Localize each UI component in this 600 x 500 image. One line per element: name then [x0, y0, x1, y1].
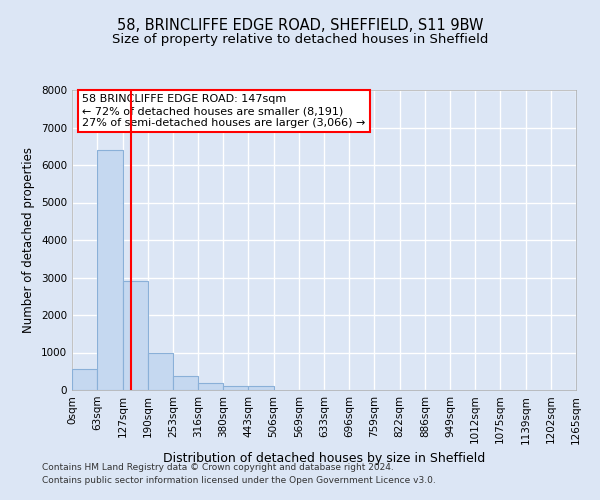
Bar	[97, 150, 122, 390]
Text: Contains HM Land Registry data © Crown copyright and database right 2024.: Contains HM Land Registry data © Crown c…	[42, 464, 394, 472]
Bar	[173, 376, 198, 390]
Bar	[223, 386, 248, 390]
Bar	[198, 384, 223, 390]
Bar	[72, 369, 97, 390]
Text: 58 BRINCLIFFE EDGE ROAD: 147sqm
← 72% of detached houses are smaller (8,191)
27%: 58 BRINCLIFFE EDGE ROAD: 147sqm ← 72% of…	[82, 94, 365, 128]
Bar	[122, 280, 148, 390]
Text: Size of property relative to detached houses in Sheffield: Size of property relative to detached ho…	[112, 32, 488, 46]
Text: 58, BRINCLIFFE EDGE ROAD, SHEFFIELD, S11 9BW: 58, BRINCLIFFE EDGE ROAD, SHEFFIELD, S11…	[117, 18, 483, 32]
Bar	[148, 354, 173, 390]
Text: Contains public sector information licensed under the Open Government Licence v3: Contains public sector information licen…	[42, 476, 436, 485]
X-axis label: Distribution of detached houses by size in Sheffield: Distribution of detached houses by size …	[163, 452, 485, 465]
Bar	[248, 386, 274, 390]
Y-axis label: Number of detached properties: Number of detached properties	[22, 147, 35, 333]
